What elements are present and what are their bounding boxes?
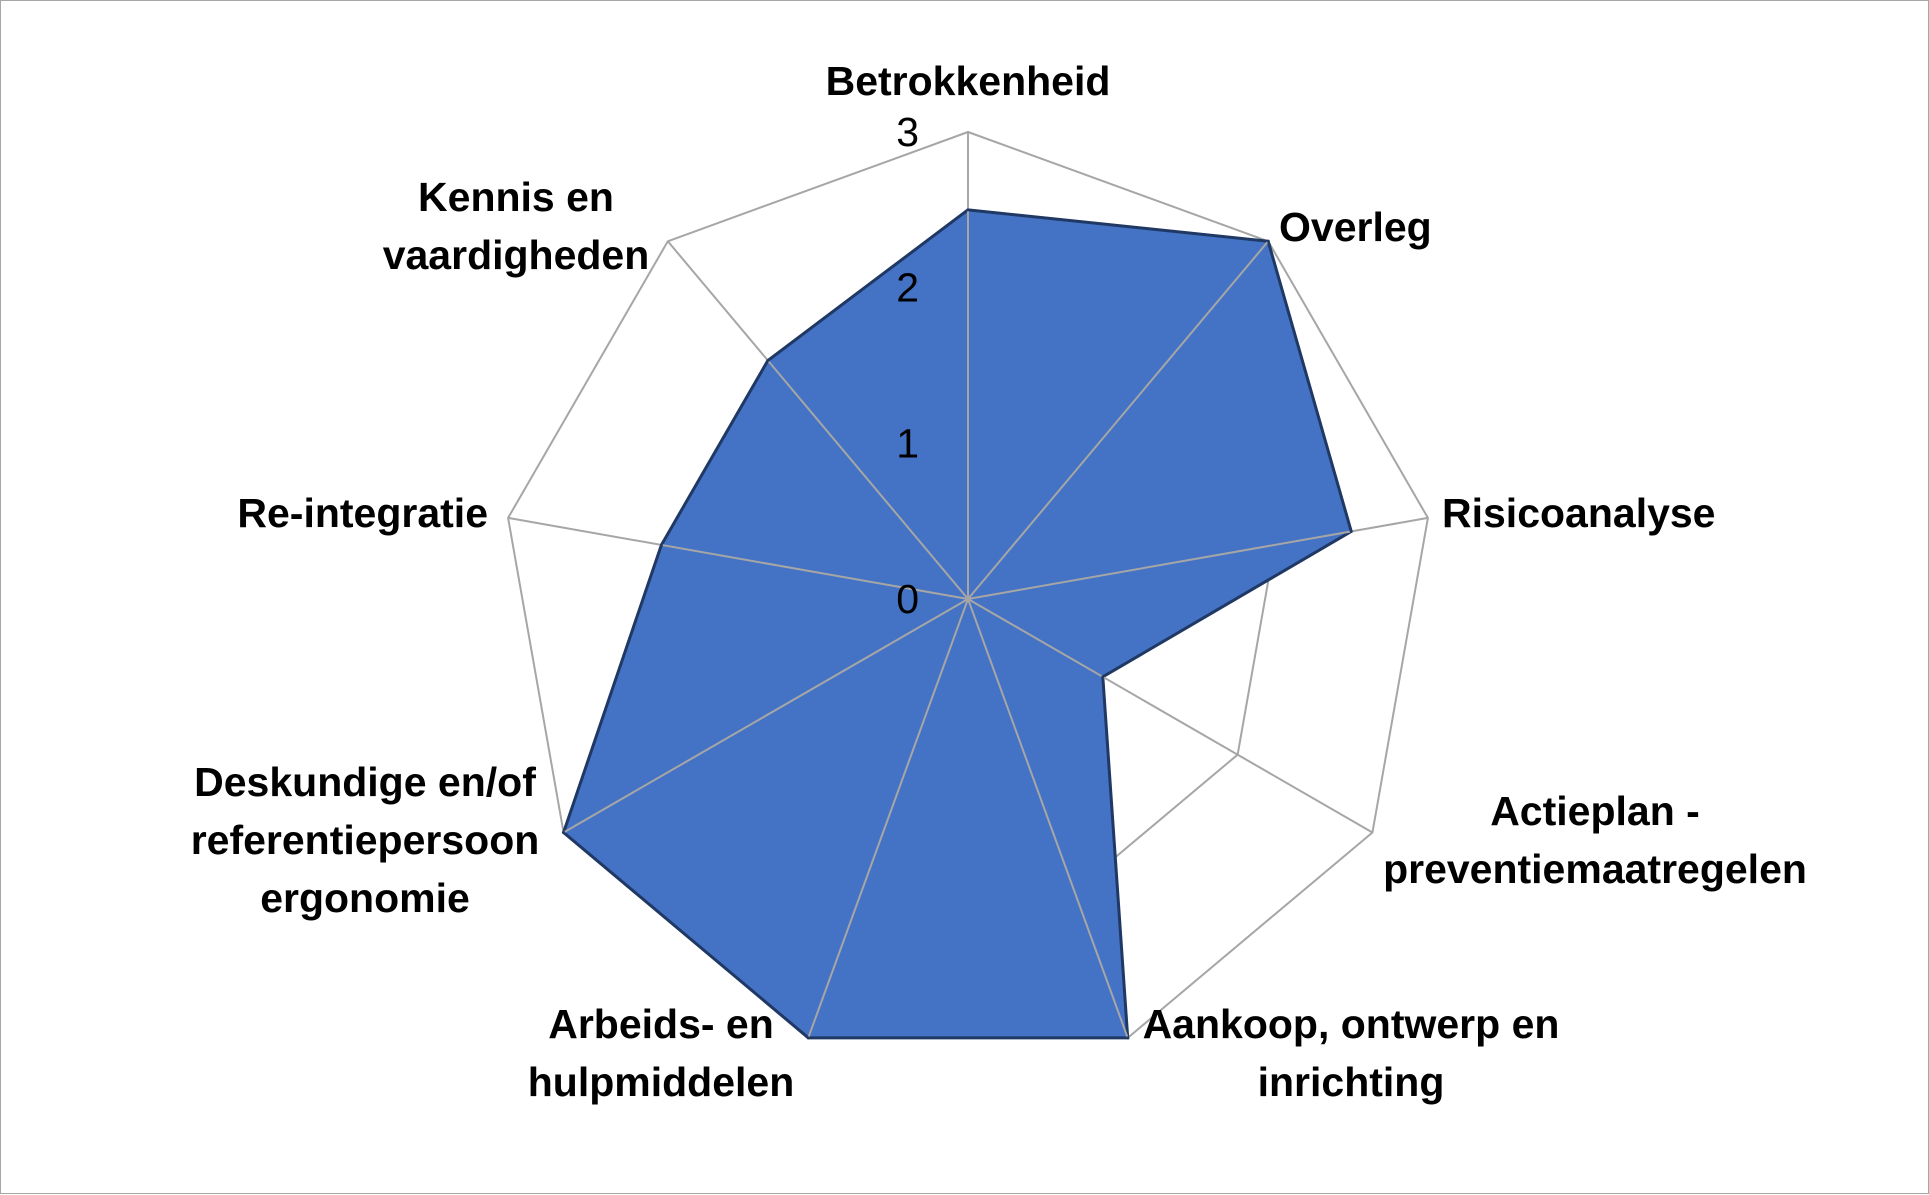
tick-labels: 0 1 2 3 [896,109,919,622]
axis-spoke [563,598,969,834]
category-label: inrichting [1258,1059,1445,1105]
category-label: Risicoanalyse [1442,490,1716,536]
data-point [1266,239,1270,243]
category-label: Overleg [1279,204,1432,250]
category-label: referentiepersoon [191,817,540,863]
axis-spoke [967,598,1129,1039]
category-label: vaardigheden [383,232,650,278]
axis-spoke [807,598,969,1039]
category-label: Deskundige en/of [194,759,536,805]
category-label: preventiemaatregelen [1383,846,1807,892]
axis-spoke [667,240,969,600]
category-label: Arbeids- en [548,1001,774,1047]
category-label: Betrokkenheid [826,58,1111,104]
category-label: hulpmiddelen [528,1059,795,1105]
data-point [1126,1036,1130,1040]
data-point [562,831,566,834]
data-point [659,543,663,547]
axis-spoke [967,598,1373,834]
category-label: Kennis en [418,174,614,220]
axis-spoke [507,516,969,600]
data-point [1349,529,1353,533]
data-point [766,359,770,363]
category-label: Aankoop, ontwerp en [1143,1001,1560,1047]
category-label: ergonomie [260,875,470,921]
tick-label: 3 [896,109,919,155]
tick-label: 2 [896,265,919,311]
axis-spoke [967,240,1269,600]
tick-label: 1 [896,420,919,466]
category-label: Actieplan - [1490,788,1700,834]
data-point [806,1036,810,1040]
series-area [561,208,1354,1040]
category-labels: Betrokkenheid Overleg Risicoanalyse Actiepl… [191,58,1807,1105]
tick-label: 0 [896,576,919,622]
data-point [966,208,970,212]
category-label: Re-integratie [237,490,488,536]
series [507,132,1429,1040]
data-point [1101,675,1105,679]
